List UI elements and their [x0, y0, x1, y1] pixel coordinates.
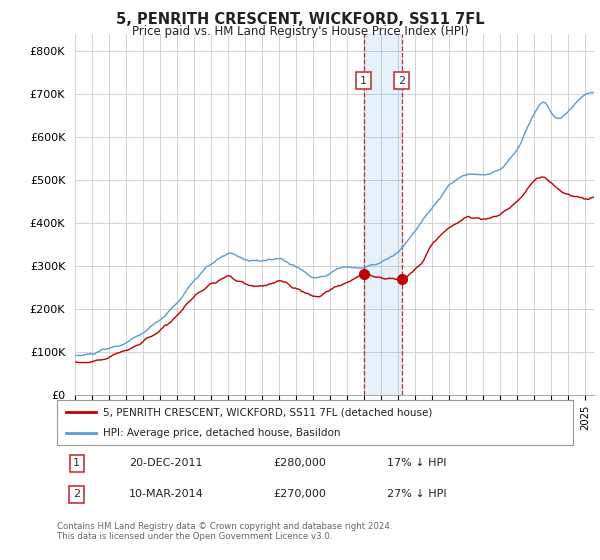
Text: 17% ↓ HPI: 17% ↓ HPI: [387, 459, 447, 469]
Text: 2: 2: [73, 489, 80, 500]
Text: £280,000: £280,000: [274, 459, 326, 469]
Text: 20-DEC-2011: 20-DEC-2011: [129, 459, 203, 469]
Text: 1: 1: [73, 459, 80, 469]
Text: 1: 1: [360, 76, 367, 86]
Text: 5, PENRITH CRESCENT, WICKFORD, SS11 7FL: 5, PENRITH CRESCENT, WICKFORD, SS11 7FL: [116, 12, 484, 27]
Text: £270,000: £270,000: [274, 489, 326, 500]
Text: 10-MAR-2014: 10-MAR-2014: [129, 489, 204, 500]
Text: 5, PENRITH CRESCENT, WICKFORD, SS11 7FL (detached house): 5, PENRITH CRESCENT, WICKFORD, SS11 7FL …: [103, 408, 433, 418]
Bar: [364, 34, 401, 395]
Text: 2: 2: [398, 76, 405, 86]
Text: Contains HM Land Registry data © Crown copyright and database right 2024.
This d: Contains HM Land Registry data © Crown c…: [57, 522, 392, 542]
Text: Price paid vs. HM Land Registry's House Price Index (HPI): Price paid vs. HM Land Registry's House …: [131, 25, 469, 38]
Text: HPI: Average price, detached house, Basildon: HPI: Average price, detached house, Basi…: [103, 428, 341, 438]
Text: 27% ↓ HPI: 27% ↓ HPI: [387, 489, 447, 500]
